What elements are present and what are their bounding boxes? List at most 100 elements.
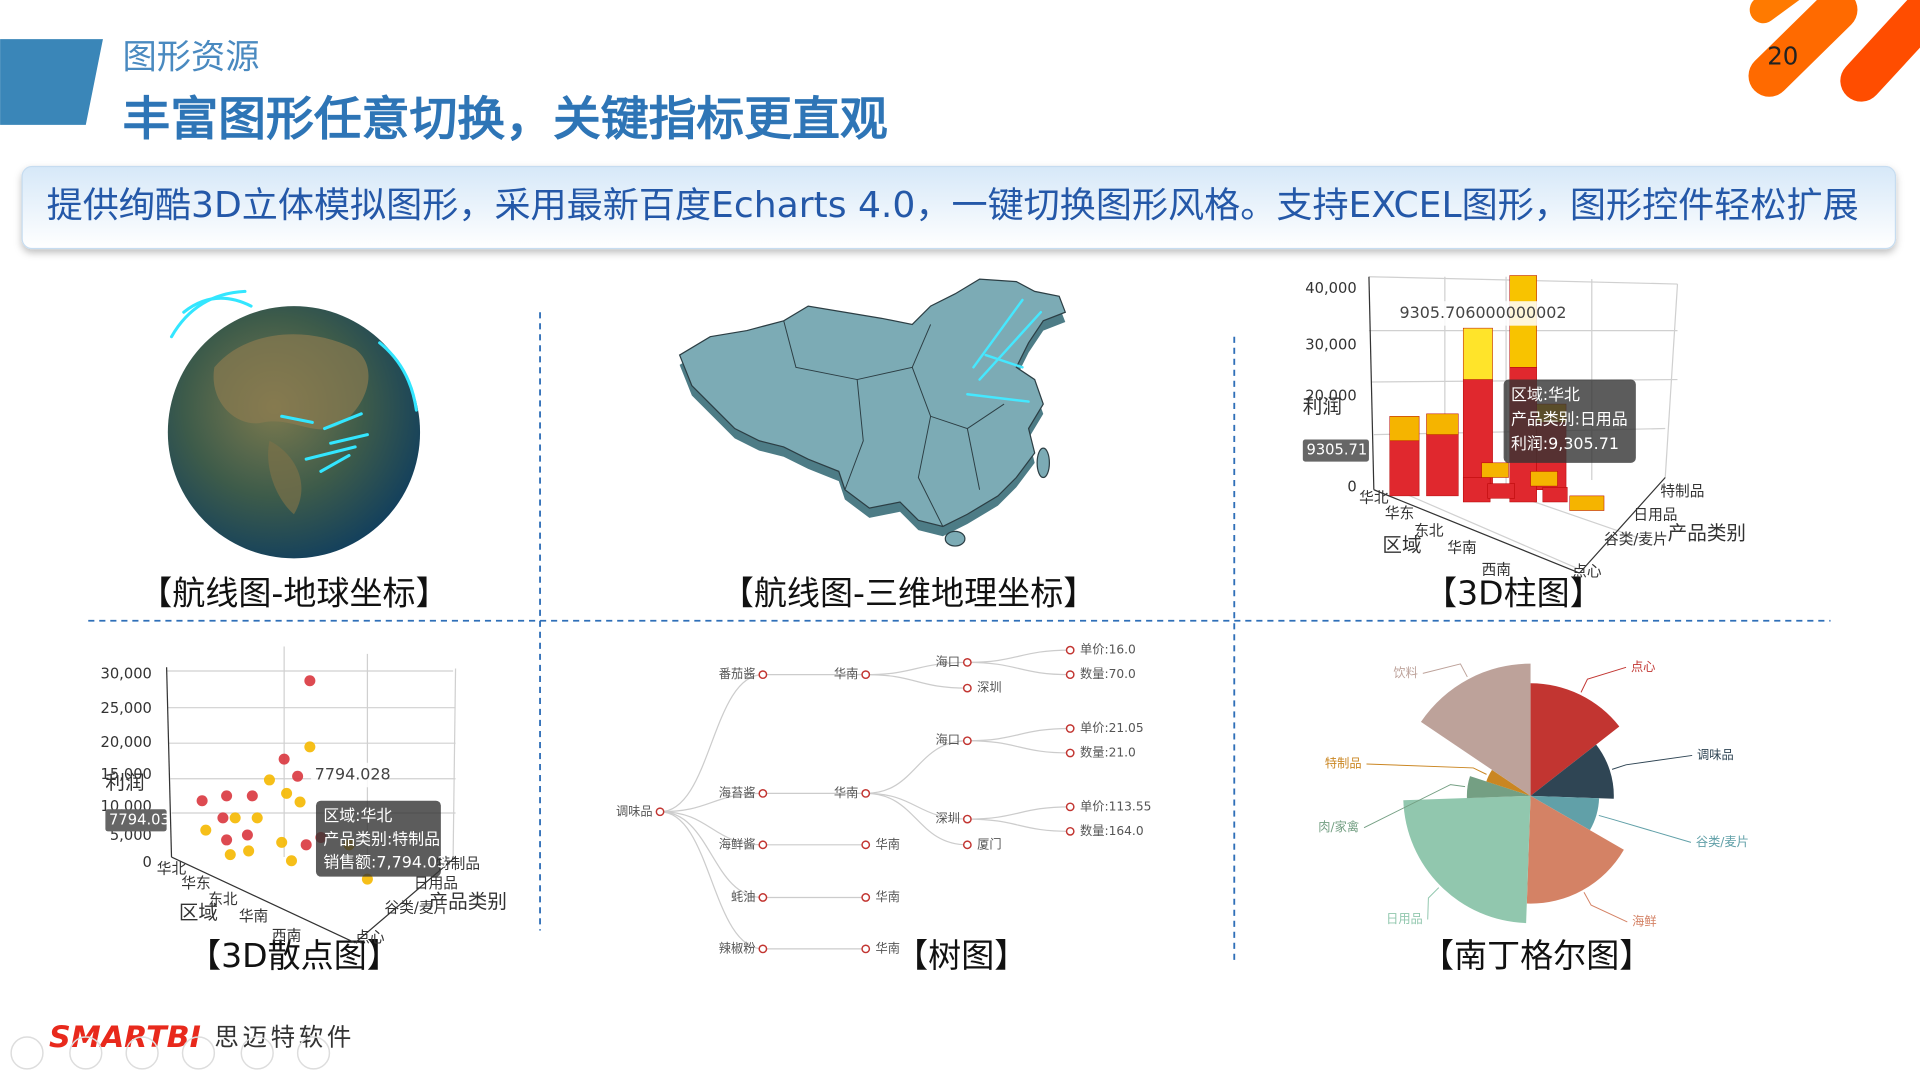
rose-label: 调味品 bbox=[1697, 748, 1734, 762]
rose-leader bbox=[1366, 763, 1487, 775]
x-tick-label: 华南 bbox=[239, 908, 268, 925]
route bbox=[966, 393, 1030, 403]
tree-node bbox=[861, 840, 871, 850]
rose-leader bbox=[1580, 666, 1627, 693]
tree-node bbox=[758, 788, 768, 798]
nav-button[interactable] bbox=[125, 1036, 159, 1070]
nav-button[interactable] bbox=[69, 1036, 103, 1070]
bar-3d bbox=[1389, 440, 1420, 497]
pointer-box bbox=[311, 762, 385, 788]
tree-label: 海口 bbox=[936, 732, 960, 747]
tree-label: 番茄酱 bbox=[719, 666, 756, 681]
x-tick-label: 华北 bbox=[1359, 489, 1389, 506]
axis-title: 区域 bbox=[179, 901, 218, 924]
border bbox=[966, 428, 981, 490]
tree-node bbox=[758, 840, 768, 850]
rose-label: 饮料 bbox=[1393, 666, 1417, 680]
tree-link bbox=[967, 806, 1071, 820]
globe-chart bbox=[167, 289, 421, 559]
scatter-dot bbox=[221, 790, 233, 802]
tree-node bbox=[962, 736, 972, 746]
axis-line bbox=[1368, 276, 1375, 490]
tree-node bbox=[1065, 724, 1075, 733]
tree-node bbox=[758, 893, 768, 902]
tree-node bbox=[861, 893, 871, 902]
rose-label: 谷类/麦片 bbox=[1696, 835, 1749, 849]
y-tick-label: 5,000 bbox=[110, 827, 152, 844]
footer-logo: SMARTBI bbox=[49, 1020, 201, 1054]
z-tick-label: 特制品 bbox=[1660, 483, 1704, 500]
axis-title: 产品类别 bbox=[429, 890, 507, 913]
rose-wedge bbox=[1403, 795, 1531, 924]
axis-marker-box bbox=[1302, 439, 1369, 462]
x-tick-label: 华东 bbox=[181, 875, 210, 892]
border bbox=[844, 379, 864, 490]
banner-text: 提供绚酷3D立体模拟图形，采用最新百度Echarts 4.0，一键切换图形风格。… bbox=[47, 185, 1859, 226]
panel-caption: 【3D柱图】 bbox=[1424, 574, 1603, 613]
nav-button[interactable] bbox=[240, 1036, 274, 1070]
map-chart bbox=[678, 278, 1067, 547]
tree-label: 华南 bbox=[834, 666, 858, 681]
nav-button[interactable] bbox=[296, 1036, 331, 1070]
tree-link bbox=[967, 818, 1071, 832]
tree-label: 厦门 bbox=[977, 836, 1001, 851]
x-tick-label: 西南 bbox=[272, 928, 301, 945]
rose-label: 海鲜 bbox=[1632, 913, 1656, 928]
tree-link bbox=[865, 661, 968, 676]
scatter-dot bbox=[229, 812, 241, 824]
separators bbox=[88, 312, 1831, 962]
page-number: 20 bbox=[1767, 42, 1798, 71]
globe-land bbox=[268, 440, 302, 515]
tooltip-box bbox=[1503, 379, 1636, 463]
y-tick-label: 20,000 bbox=[101, 734, 152, 751]
tree-label: 华南 bbox=[834, 785, 858, 800]
slide-nav[interactable] bbox=[10, 1036, 331, 1070]
tree-node bbox=[758, 944, 768, 954]
tree-node bbox=[962, 814, 972, 824]
route bbox=[378, 341, 418, 412]
map-borders bbox=[783, 320, 1005, 527]
nav-button[interactable] bbox=[10, 1036, 44, 1070]
tree-label: 单价:113.55 bbox=[1080, 799, 1151, 813]
tree-node bbox=[962, 683, 972, 693]
route bbox=[978, 310, 1043, 381]
x-tick-label: 东北 bbox=[208, 891, 238, 908]
tree-label: 单价:21.05 bbox=[1080, 721, 1144, 735]
route bbox=[169, 289, 247, 339]
route bbox=[280, 414, 314, 424]
bar-3d bbox=[1426, 434, 1459, 497]
y-tick-label: 0 bbox=[143, 854, 152, 871]
corner-deco bbox=[1840, 0, 1920, 102]
tooltip-line: 利润:9,305.71 bbox=[1511, 434, 1619, 453]
route bbox=[319, 453, 351, 473]
tooltip-box bbox=[315, 800, 441, 877]
rose-leader bbox=[1583, 891, 1628, 923]
rose-wedge bbox=[1486, 769, 1531, 796]
z-tick-label: 点心 bbox=[1572, 563, 1602, 580]
rose-wedge bbox=[1466, 776, 1531, 799]
tree-link bbox=[660, 811, 763, 846]
scatter-dot bbox=[292, 770, 304, 782]
tree-node bbox=[758, 670, 768, 680]
tree-label: 数量:164.0 bbox=[1080, 823, 1144, 838]
border bbox=[911, 367, 1005, 430]
z-tick-label: 点心 bbox=[355, 929, 385, 946]
corner-deco bbox=[1748, 0, 1858, 97]
axis-title: 利润 bbox=[105, 771, 144, 794]
tree-node bbox=[861, 670, 871, 680]
tooltip-line: 产品类别:特制品 bbox=[323, 829, 440, 848]
scatter-dot bbox=[200, 824, 212, 836]
panel-caption: 【树图】 bbox=[895, 936, 1027, 975]
rose-wedge bbox=[1420, 663, 1531, 796]
corner-deco bbox=[1749, 0, 1800, 24]
tree-link bbox=[865, 792, 968, 820]
bar-3d bbox=[1569, 495, 1605, 511]
rose-leader bbox=[1427, 887, 1440, 920]
scatter-dot bbox=[217, 812, 229, 824]
pointer-box bbox=[1395, 301, 1559, 326]
route-lines bbox=[966, 298, 1043, 403]
tree-label: 数量:21.0 bbox=[1080, 744, 1136, 759]
y-tick-label: 20,000 bbox=[1305, 388, 1356, 405]
nav-button[interactable] bbox=[181, 1036, 216, 1070]
